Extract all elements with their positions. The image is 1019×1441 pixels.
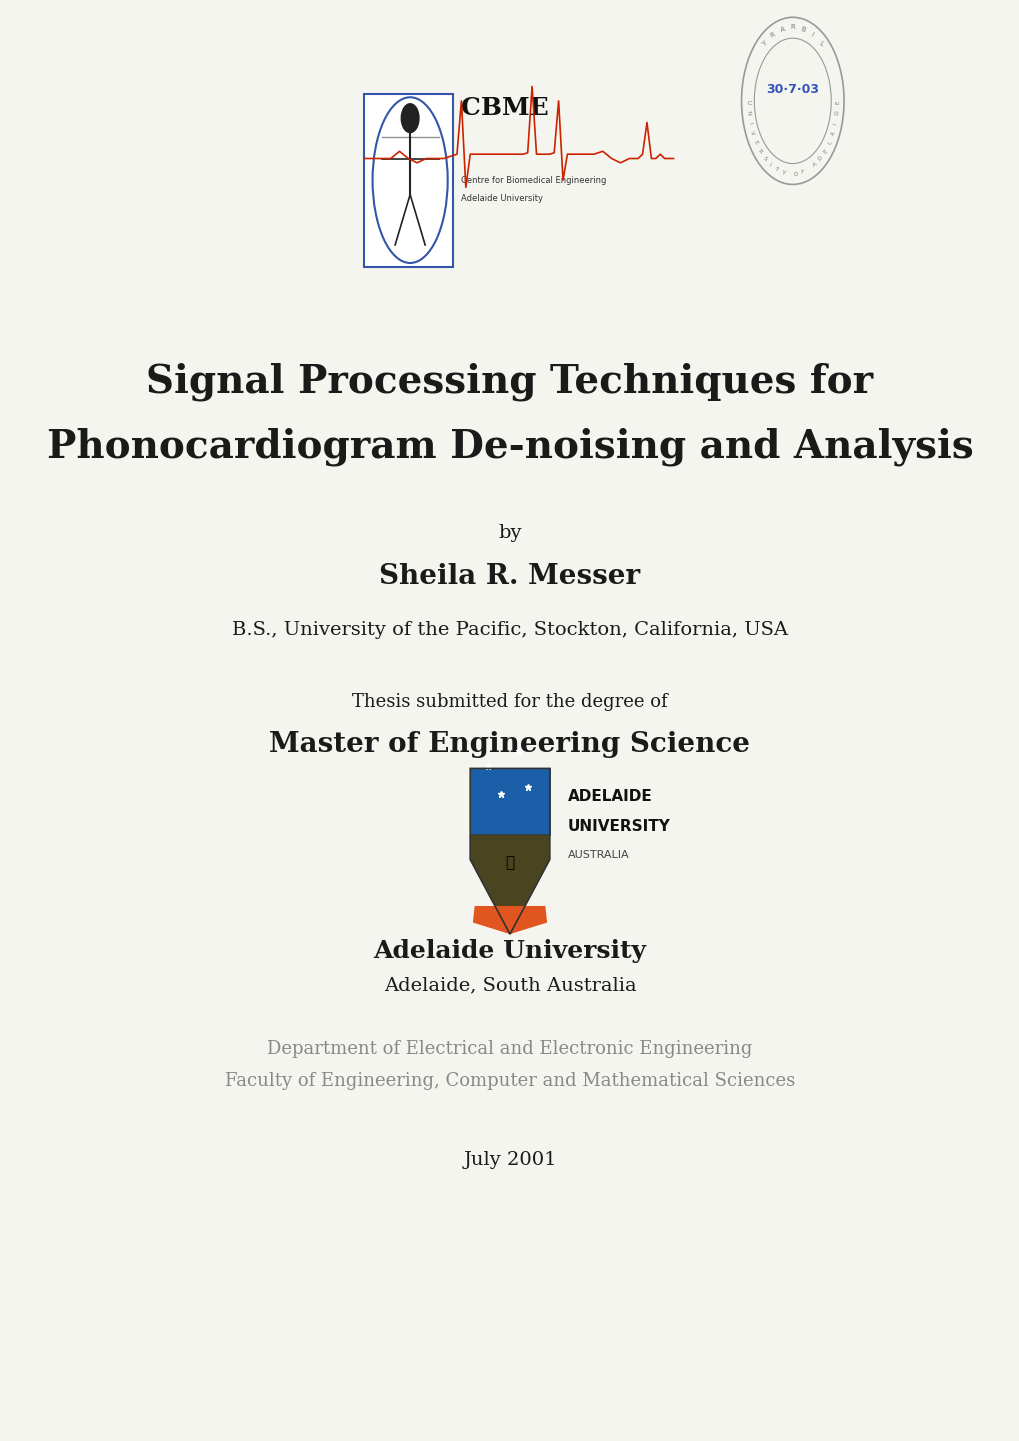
Circle shape: [400, 104, 419, 133]
Text: I: I: [833, 121, 838, 125]
Text: July 2001: July 2001: [463, 1151, 556, 1169]
Text: B.S., University of the Pacific, Stockton, California, USA: B.S., University of the Pacific, Stockto…: [231, 621, 788, 638]
Text: S: S: [761, 156, 767, 161]
Text: A: A: [811, 161, 817, 167]
FancyBboxPatch shape: [364, 94, 452, 267]
Text: UNIVERSITY: UNIVERSITY: [567, 818, 669, 834]
Text: E: E: [752, 140, 758, 146]
Text: I: I: [747, 121, 752, 125]
Text: Adelaide, South Australia: Adelaide, South Australia: [383, 977, 636, 994]
Polygon shape: [470, 768, 549, 834]
Text: A: A: [779, 26, 785, 33]
Text: E: E: [822, 148, 827, 154]
Text: Thesis submitted for the degree of: Thesis submitted for the degree of: [352, 693, 667, 710]
Text: D: D: [834, 110, 840, 115]
Text: U: U: [745, 99, 750, 104]
Text: Phonocardiogram De-noising and Analysis: Phonocardiogram De-noising and Analysis: [47, 428, 972, 465]
Text: R: R: [756, 148, 762, 154]
Text: Y: Y: [760, 40, 767, 48]
Text: Y: Y: [780, 170, 785, 176]
Text: F: F: [800, 170, 804, 176]
Text: E: E: [835, 99, 840, 104]
Text: by: by: [497, 525, 522, 542]
Text: I: I: [767, 163, 771, 167]
Text: I: I: [809, 32, 814, 37]
Text: CBME: CBME: [461, 97, 548, 120]
Text: T: T: [773, 167, 779, 173]
Text: Sheila R. Messer: Sheila R. Messer: [379, 563, 640, 589]
Text: Signal Processing Techniques for: Signal Processing Techniques for: [147, 363, 872, 401]
Text: R: R: [768, 32, 775, 39]
Text: A: A: [829, 131, 836, 137]
Text: D: D: [816, 156, 823, 161]
Polygon shape: [473, 906, 546, 934]
Text: L: L: [817, 40, 823, 48]
Text: Adelaide University: Adelaide University: [461, 195, 543, 203]
Text: B: B: [799, 26, 805, 33]
Text: O: O: [793, 171, 798, 177]
Text: Master of Engineering Science: Master of Engineering Science: [269, 732, 750, 758]
Text: 📖: 📖: [505, 856, 514, 870]
Text: ADELAIDE: ADELAIDE: [567, 790, 651, 804]
Text: Adelaide University: Adelaide University: [373, 940, 646, 963]
Text: L: L: [826, 140, 832, 146]
Text: Department of Electrical and Electronic Engineering: Department of Electrical and Electronic …: [267, 1040, 752, 1058]
Text: 30·7·03: 30·7·03: [765, 82, 818, 97]
Text: V: V: [749, 131, 755, 137]
Polygon shape: [470, 834, 549, 934]
Text: R: R: [790, 24, 795, 30]
Text: Centre for Biomedical Engineering: Centre for Biomedical Engineering: [461, 176, 606, 184]
Text: N: N: [745, 111, 750, 115]
Text: AUSTRALIA: AUSTRALIA: [567, 850, 629, 860]
Text: Faculty of Engineering, Computer and Mathematical Sciences: Faculty of Engineering, Computer and Mat…: [224, 1072, 795, 1089]
